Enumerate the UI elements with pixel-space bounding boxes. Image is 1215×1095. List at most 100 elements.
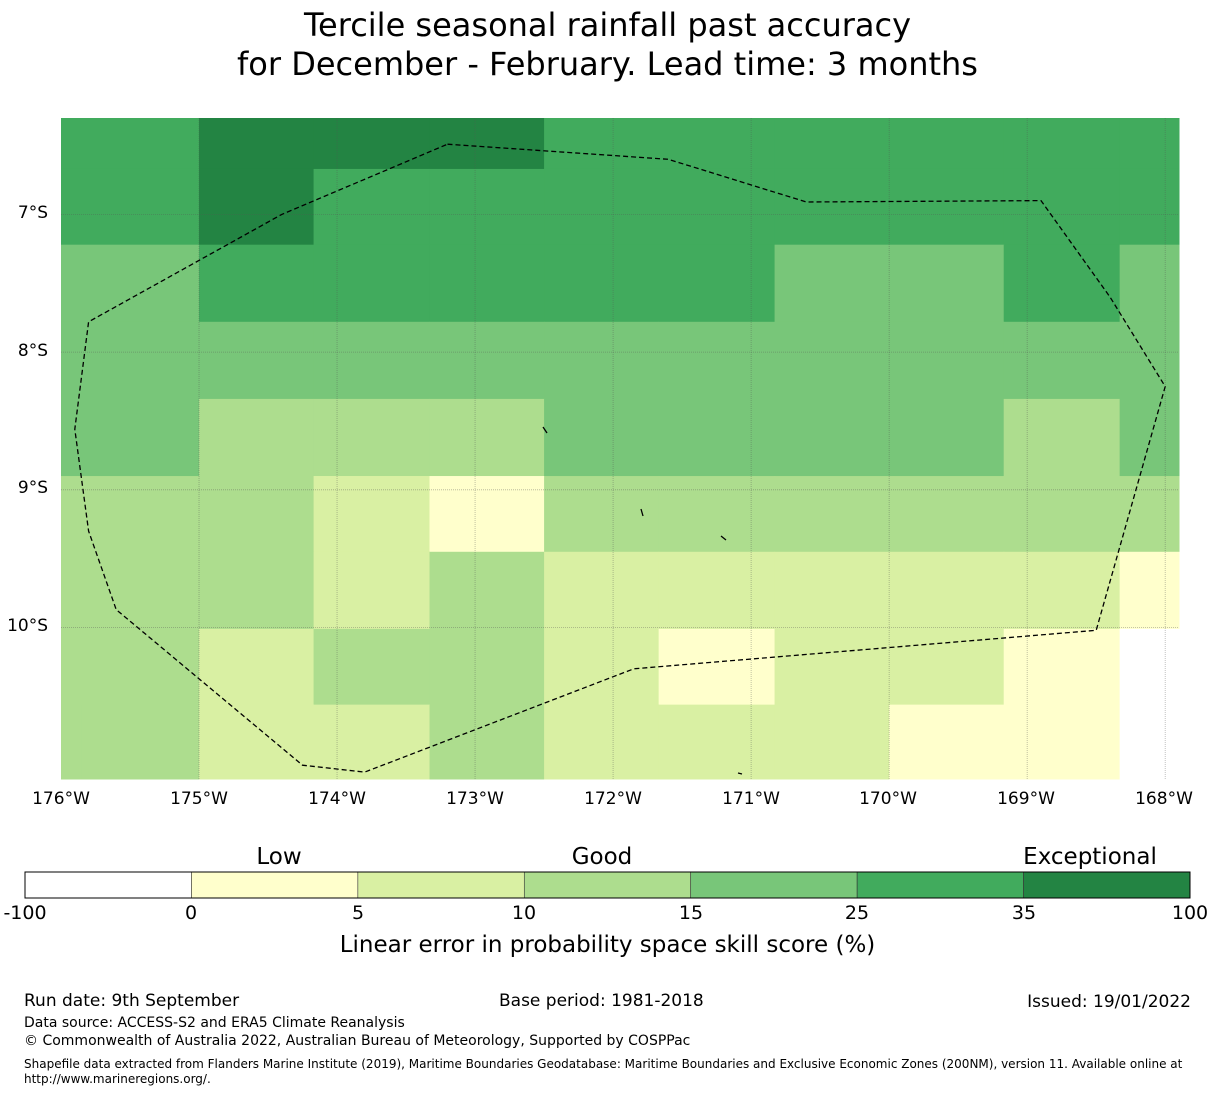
grid-cell [313,118,431,170]
grid-cell [313,476,431,553]
grid-cell [1119,551,1180,630]
grid-cell [774,476,890,553]
grid-cell [1003,628,1121,706]
grid-cell [774,118,890,170]
grid-cell [658,476,776,553]
grid-cell [1003,321,1121,400]
colorbar-segment [357,871,525,899]
grid-cell [889,704,1005,780]
eez-boundary [74,143,1166,773]
colorbar-tick: 10 [511,902,537,924]
grid-cell [774,244,890,323]
grid-cell [61,321,200,400]
colorbar-tick: 100 [1171,902,1209,924]
colorbar [24,871,1191,899]
grid-cell [658,244,776,323]
lat-label: 9°S [17,478,48,498]
grid-cell [774,321,890,400]
grid-cell [429,551,545,630]
grid-cell [658,321,776,400]
colorbar-segment [24,871,192,899]
grid-cell [199,628,315,706]
grid-cell [199,118,315,170]
grid-cell [774,551,890,630]
island-marker [640,508,644,517]
grid-cell [544,118,660,170]
lon-label: 174°W [308,789,366,809]
grid-cell [658,704,776,780]
grid-cell [429,118,545,170]
grid-cell [774,628,890,706]
grid-cell [889,551,1005,630]
grid-cell [313,321,431,400]
grid-cell [199,398,315,477]
grid-cell [429,628,545,706]
colorbar-segment [856,871,1024,899]
grid-cell [889,321,1005,400]
grid-cell [313,551,431,630]
grid-cell [544,476,660,553]
grid-cell [61,628,200,706]
title-line-2: for December - February. Lead time: 3 mo… [237,45,978,83]
copyright: © Commonwealth of Australia 2022, Austra… [24,1033,691,1049]
category-good: Good [571,844,633,870]
grid-cell [61,476,200,553]
colorbar-tick: 0 [184,902,198,924]
grid-cell [429,398,545,477]
colorbar-label: Linear error in probability space skill … [339,932,876,958]
grid-cell [199,244,315,323]
grid-cell [199,551,315,630]
grid-cell [199,321,315,400]
grid-cell [61,118,200,170]
grid-cell [61,244,200,323]
grid-cell [199,704,315,780]
grid-cell [658,628,776,706]
island-marker [720,535,727,541]
grid-cell [658,551,776,630]
grid-cell [889,628,1005,706]
grid-cell [1119,628,1180,706]
island-marker [542,426,548,434]
colorbar-frame [24,871,1191,899]
lat-label: 7°S [17,203,48,223]
grid-cell [544,244,660,323]
lon-label: 169°W [997,789,1055,809]
grid-cell [544,321,660,400]
grid-cell [889,398,1005,477]
lon-label: 170°W [859,789,917,809]
lon-label: 168°W [1135,789,1193,809]
grid-cell [774,704,890,780]
lon-label: 172°W [584,789,642,809]
lon-label: 173°W [446,789,504,809]
skill-grid [61,118,1180,780]
lon-label: 175°W [170,789,228,809]
colorbar-tick: 25 [844,902,870,924]
grid-cell [61,398,200,477]
base-period: Base period: 1981-2018 [499,991,704,1011]
lon-label: 176°W [32,789,90,809]
colorbar-segment [1023,871,1191,899]
grid-cell [313,704,431,780]
grid-cell [313,168,431,246]
data-source: Data source: ACCESS-S2 and ERA5 Climate … [24,1015,405,1031]
grid-cell [1119,398,1180,477]
colorbar-segment [690,871,858,899]
grid-cell [1003,118,1121,170]
grid-cell [1003,244,1121,323]
island-marker [737,772,743,775]
grid-cell [774,398,890,477]
grid-cell [429,244,545,323]
grid-cell [544,628,660,706]
colorbar-segment [523,871,692,899]
grid-cell [658,118,776,170]
category-low: Low [256,844,302,870]
grid-cell [61,704,200,780]
grid-cell [429,168,545,246]
grid-cell [61,168,200,246]
grid-cell [889,244,1005,323]
run-date: Run date: 9th September [24,991,240,1011]
grid-cell [429,704,545,780]
grid-cell [429,476,545,553]
category-exceptional: Exceptional [1023,844,1157,870]
grid-cell [199,168,315,246]
